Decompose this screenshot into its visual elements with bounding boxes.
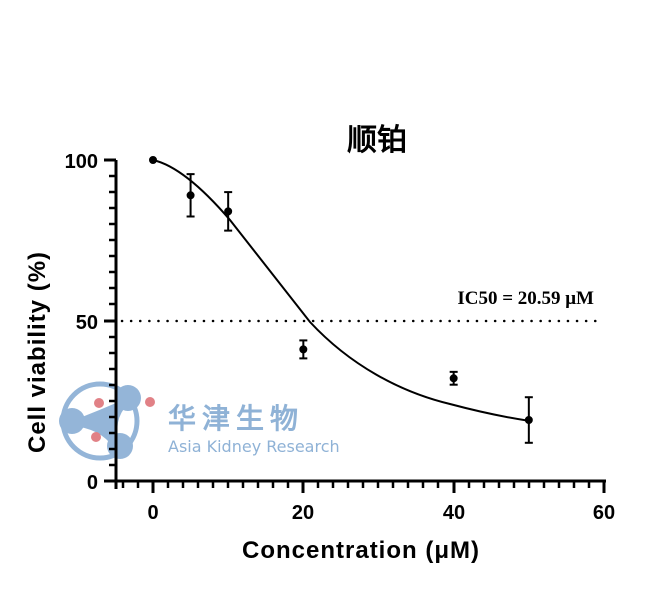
- y-tick-label: 100: [65, 151, 98, 173]
- data-point: [149, 156, 157, 164]
- y-tick-label: 50: [76, 312, 98, 334]
- x-tick-label: 60: [593, 502, 615, 524]
- watermark-logo: [59, 381, 155, 461]
- y-tick-label: 0: [87, 472, 98, 494]
- x-tick-label: 0: [147, 502, 158, 524]
- data-point: [449, 370, 458, 386]
- x-tick-label: 40: [443, 502, 465, 524]
- chart-title: 顺铂: [347, 123, 407, 158]
- ic50-annotation: IC50 = 20.59 μM: [457, 288, 594, 309]
- y-axis-label: Cell viability (%): [24, 251, 51, 453]
- data-point: [524, 396, 533, 444]
- x-axis-label: Concentration (μM): [242, 537, 480, 564]
- x-tick-label: 20: [292, 502, 314, 524]
- watermark-chinese-text: 华津生物: [168, 402, 304, 435]
- x-axis: [104, 479, 606, 493]
- data-point: [224, 191, 233, 232]
- watermark-english-text: Asia Kidney Research: [168, 437, 340, 456]
- data-points: [149, 156, 533, 444]
- fit-curve: [152, 159, 531, 422]
- data-point: [299, 339, 308, 360]
- data-point: [186, 173, 195, 218]
